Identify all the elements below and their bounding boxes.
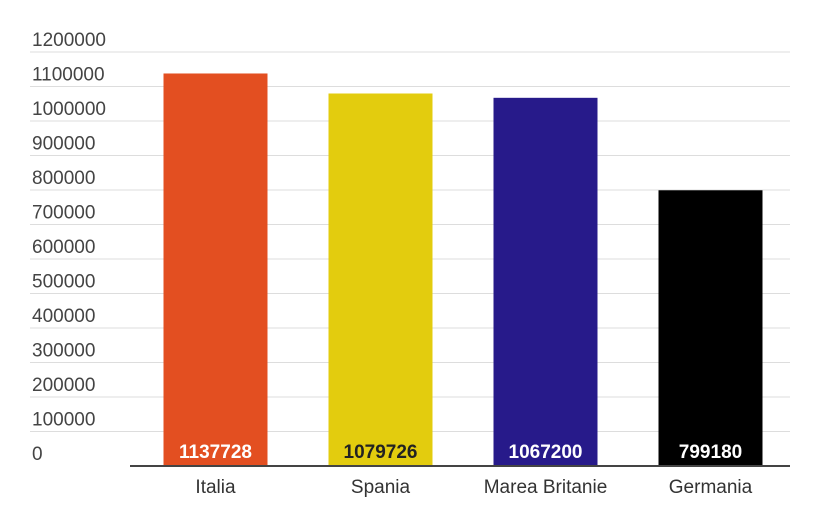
- bar-data-label: 1137728: [179, 442, 252, 463]
- y-tick-label: 700000: [32, 203, 95, 224]
- y-tick-label: 400000: [32, 306, 95, 327]
- y-tick-label: 100000: [32, 410, 95, 431]
- bar-data-label: 1067200: [509, 442, 583, 463]
- y-tick-label: 1000000: [32, 99, 106, 120]
- bar-spania: [328, 93, 433, 466]
- bar-data-label: 1079726: [344, 442, 418, 463]
- bar-italia: [163, 73, 268, 467]
- bar-data-label: 799180: [679, 442, 742, 463]
- y-tick-label: 300000: [32, 341, 95, 362]
- x-category-label: Germania: [669, 477, 753, 498]
- y-axis-ticks: 0 100000 200000 300000 400000 500000 600000 700…: [32, 30, 106, 465]
- y-tick-label: 200000: [32, 375, 95, 396]
- y-tick-label: 800000: [32, 168, 95, 189]
- x-category-label: Italia: [195, 477, 236, 498]
- y-tick-label: 600000: [32, 237, 95, 258]
- y-tick-label: 0: [32, 444, 43, 465]
- y-tick-label: 900000: [32, 134, 95, 155]
- x-category-label: Marea Britanie: [484, 477, 608, 498]
- bar-marea-britanie: [493, 97, 598, 466]
- bar-data-labels: 1137728 1079726 1067200 799180: [179, 442, 742, 463]
- x-category-label: Spania: [351, 477, 411, 498]
- y-tick-label: 1200000: [32, 30, 106, 51]
- bars: [163, 73, 763, 467]
- bar-germania: [658, 190, 763, 466]
- x-axis-labels: Italia Spania Marea Britanie Germania: [195, 477, 752, 498]
- y-tick-label: 500000: [32, 272, 95, 293]
- y-tick-label: 1100000: [32, 65, 105, 86]
